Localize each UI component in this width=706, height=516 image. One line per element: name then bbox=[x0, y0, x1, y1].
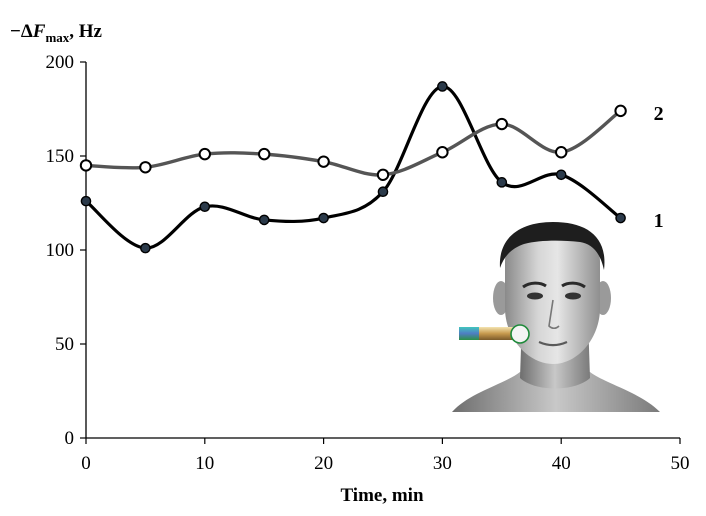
plot-area: 12 bbox=[79, 81, 664, 254]
y-tick-label: 50 bbox=[55, 334, 74, 355]
series-1-point bbox=[318, 212, 329, 224]
series-1-point bbox=[615, 212, 626, 224]
y-tick-label: 0 bbox=[65, 428, 75, 449]
series-2-point bbox=[376, 168, 390, 182]
series-2-point bbox=[495, 117, 508, 131]
x-tick-label: 0 bbox=[81, 453, 91, 474]
series-2-point bbox=[79, 159, 93, 172]
series-2-point bbox=[555, 146, 568, 159]
face-with-sensor-icon bbox=[452, 222, 660, 412]
y-tick-label: 100 bbox=[46, 240, 75, 261]
series-2-point bbox=[198, 147, 212, 161]
x-tick-label: 10 bbox=[195, 453, 214, 474]
series-1-point bbox=[258, 214, 270, 226]
series-2-line bbox=[85, 109, 622, 177]
y-tick-label: 200 bbox=[46, 52, 75, 73]
series-2-point bbox=[436, 146, 449, 159]
series-2-point bbox=[258, 147, 271, 161]
series-1-point bbox=[377, 186, 389, 198]
y-tick-label: 150 bbox=[46, 146, 75, 167]
x-tick-label: 20 bbox=[314, 453, 333, 474]
series-1-point bbox=[496, 177, 508, 188]
series-2-label: 2 bbox=[654, 103, 664, 125]
series-1-point bbox=[555, 169, 567, 181]
x-tick-label: 40 bbox=[552, 453, 571, 474]
series-1-point bbox=[80, 195, 92, 207]
axes: 0 50 100 150 200 0 10 20 30 40 50 bbox=[46, 52, 690, 474]
series-2-point bbox=[614, 104, 627, 118]
x-axis-label: Time, min bbox=[340, 485, 423, 506]
x-tick-label: 50 bbox=[671, 453, 690, 474]
series-1-point bbox=[140, 242, 151, 254]
y-axis-label: −ΔFmax, Hz bbox=[10, 21, 103, 45]
series-2-point bbox=[317, 155, 330, 168]
series-1-label: 1 bbox=[654, 210, 664, 232]
series-1-point bbox=[199, 201, 211, 213]
series-1-point bbox=[437, 81, 448, 92]
series-1-line bbox=[84, 84, 622, 250]
series-2-point bbox=[139, 161, 152, 174]
x-tick-label: 30 bbox=[433, 453, 452, 474]
